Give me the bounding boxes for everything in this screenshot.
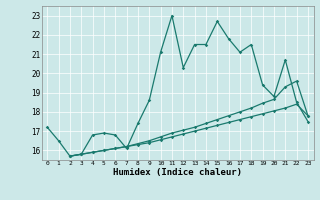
X-axis label: Humidex (Indice chaleur): Humidex (Indice chaleur) [113,168,242,177]
